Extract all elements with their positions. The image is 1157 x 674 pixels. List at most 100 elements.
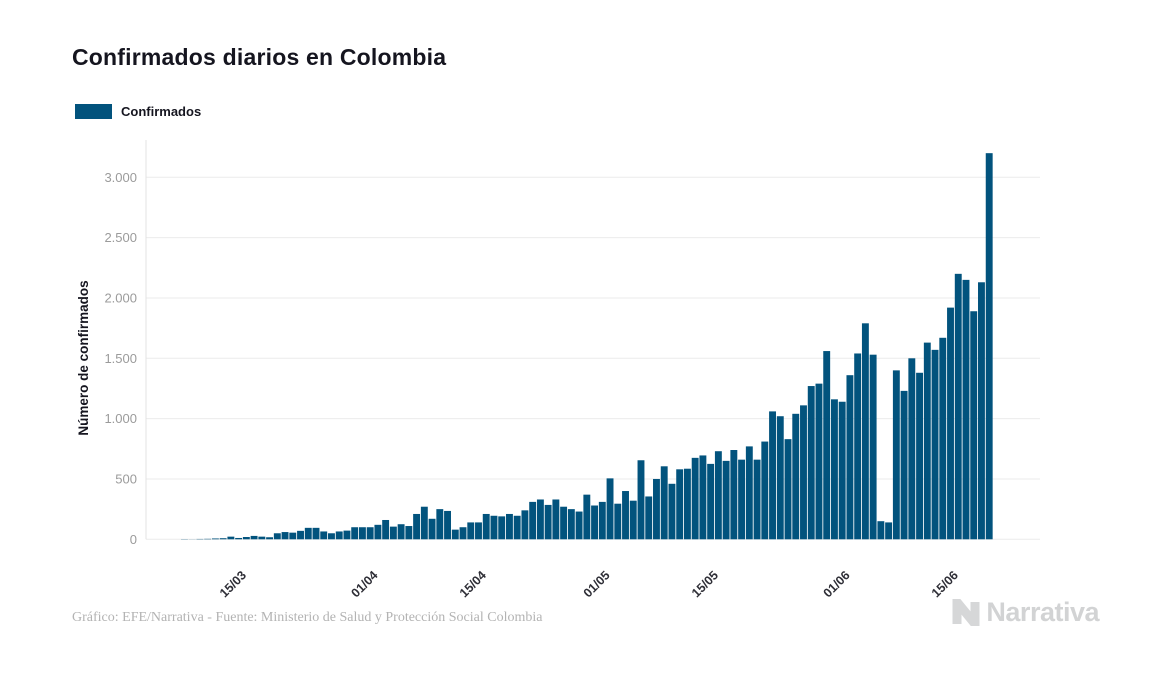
bar [769,411,776,540]
bar [444,510,451,540]
y-axis-tick-label: 3.000 [104,170,137,185]
narrativa-logo-icon [952,599,980,626]
bar [273,533,281,540]
bar [707,463,715,540]
bar [227,536,235,540]
bar [645,496,653,540]
bar [823,351,831,540]
bar [382,519,390,540]
narrativa-logo: Narrativa [952,597,1099,628]
bar [242,537,250,540]
x-axis-tick-label: 01/06 [821,568,853,600]
bar [598,501,606,540]
bar [947,307,954,540]
bar [668,483,676,540]
bar [939,337,947,540]
source-credit: Gráfico: EFE/Narrativa - Fuente: Ministe… [72,610,543,625]
bar [428,518,436,540]
bar [622,491,629,540]
legend-label: Confirmados [121,104,202,119]
bar [962,279,970,540]
bar [420,506,428,540]
legend: Confirmados [75,104,201,119]
bar [683,468,691,540]
bar [838,401,846,540]
bar [606,478,614,540]
bar [335,531,343,540]
bar [536,499,544,540]
x-axis-tick-label: 15/06 [929,568,961,600]
y-axis-tick-label: 1.000 [104,411,137,426]
bar [885,522,893,540]
bar [250,535,258,540]
y-axis-tick-label: 1.500 [104,351,137,366]
bar [374,524,382,540]
bar [529,501,537,540]
bar [923,342,931,540]
bar [266,537,274,540]
bar [490,515,498,540]
bar [978,282,985,540]
bar [900,390,908,540]
bar [436,509,444,540]
bar [761,441,769,540]
page-title: Confirmados diarios en Colombia [72,44,447,70]
y-axis-title: Número de confirmados [76,280,91,435]
bar [405,526,413,540]
bar [699,455,707,540]
bar [498,516,506,540]
bar [908,358,916,540]
bar [854,353,862,540]
bar [784,439,792,540]
bar [459,527,467,540]
bar [753,459,761,540]
bar [560,506,568,540]
bar [475,522,482,540]
x-axis-tick-label: 15/04 [457,568,489,600]
bar [637,460,645,540]
bar [575,511,583,540]
y-axis-tick-label: 2.000 [104,290,137,305]
bar [714,451,722,540]
bar [861,323,869,540]
bar [807,386,815,540]
bar [591,505,599,540]
y-axis-tick-label: 2.500 [104,230,137,245]
bar [304,527,312,540]
bar [722,460,730,540]
bar [281,532,289,540]
bar [869,354,877,540]
bar [776,416,784,540]
bar [738,459,746,540]
x-axis-tick-label: 01/05 [581,568,613,600]
y-axis-tick-label: 500 [115,471,137,486]
bar [730,450,738,540]
bar [583,494,591,540]
bar [567,509,575,540]
bar [343,530,351,540]
bar [451,529,459,540]
bar [506,513,513,540]
bar [792,413,800,540]
bar [358,527,366,540]
bar [482,513,490,540]
bar [830,399,838,540]
bar [366,527,374,540]
bar [877,521,885,540]
bar [653,478,660,540]
narrativa-logo-text: Narrativa [986,597,1099,627]
bar [219,538,227,540]
bar [467,522,475,540]
bar [258,536,266,540]
bar [312,527,320,540]
bar [931,349,939,540]
bar [676,469,684,540]
bar [521,510,529,540]
bar [954,273,962,540]
bar [513,515,521,540]
bar [745,446,753,540]
bar [660,466,668,540]
x-axis-tick-label: 01/04 [349,568,381,600]
bar [297,530,304,540]
